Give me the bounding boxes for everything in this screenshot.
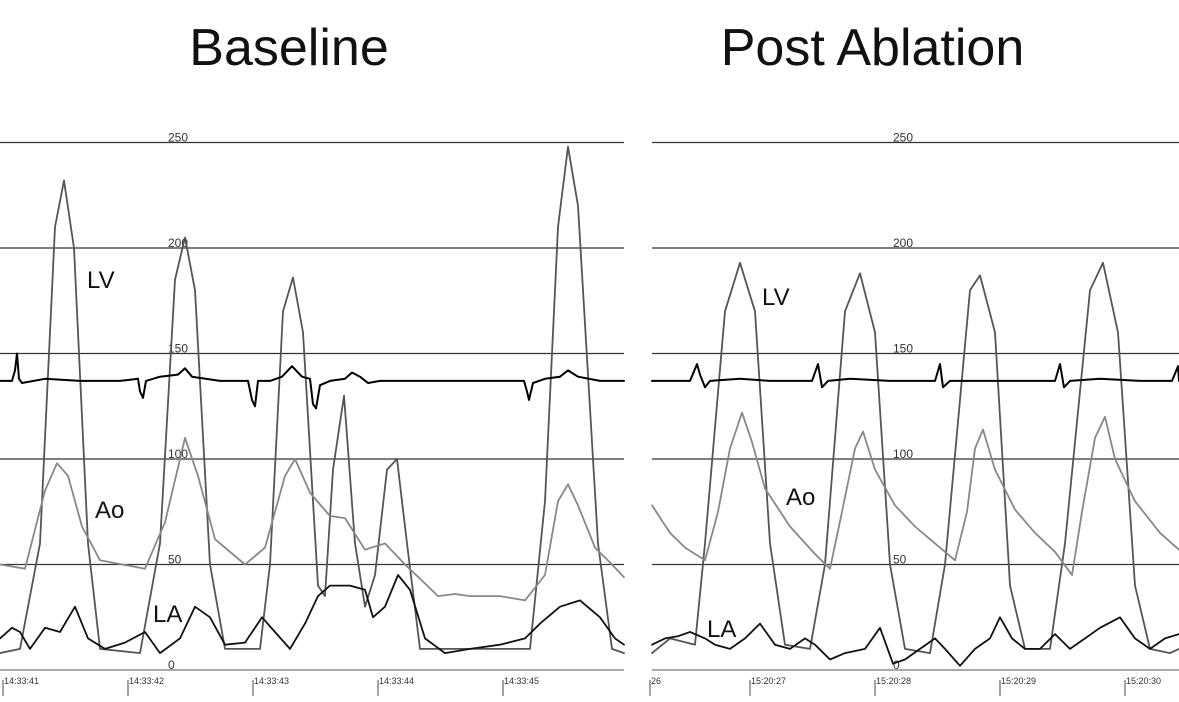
post-ablation-y-tick-label-100: 100 [893, 447, 913, 461]
post-ablation-time-tick-label-3: 15:20:29 [1001, 676, 1036, 686]
baseline-time-tick-label-0: 14:33:41 [4, 676, 39, 686]
baseline-ecg-trace [0, 352, 625, 410]
baseline-y-tick-label-0: 0 [168, 658, 175, 672]
baseline-title: Baseline [189, 19, 389, 77]
baseline-y-tick-label-50: 50 [168, 553, 182, 567]
post-ablation-lv-trace [651, 261, 1179, 654]
baseline-y-tick-label-150: 150 [168, 342, 188, 356]
post-ablation-y-tick-label-200: 200 [893, 236, 913, 250]
baseline-time-tick-label-4: 14:33:45 [504, 676, 539, 686]
baseline-ao-trace [0, 437, 625, 602]
post-ablation-y-tick-label-50: 50 [893, 553, 907, 567]
baseline-lv-label: LV [87, 267, 115, 294]
post-ablation-lv-label: LV [762, 284, 790, 311]
post-ablation-title: Post Ablation [720, 19, 1025, 77]
post-ablation-la-trace [651, 616, 1179, 667]
post-ablation-ao-label: Ao [786, 484, 815, 511]
baseline-time-tick-label-3: 14:33:44 [379, 676, 414, 686]
baseline-y-tick-label-250: 250 [168, 131, 188, 145]
baseline-time-tick-label-2: 14:33:43 [254, 676, 289, 686]
post-ablation-y-tick-label-250: 250 [893, 131, 913, 145]
baseline-lv-trace [0, 145, 625, 654]
baseline-la-trace [0, 574, 625, 654]
post-ablation-y-tick-label-150: 150 [893, 342, 913, 356]
baseline-time-tick-label-1: 14:33:42 [129, 676, 164, 686]
post-ablation-time-tick-label-0: 26 [651, 676, 661, 686]
post-ablation-time-tick-label-1: 15:20:27 [751, 676, 786, 686]
post-ablation-time-tick-label-2: 15:20:28 [876, 676, 911, 686]
baseline-la-label: LA [153, 601, 182, 628]
post-ablation-time-tick-label-4: 15:20:30 [1126, 676, 1161, 686]
baseline-ao-label: Ao [95, 497, 124, 524]
post-ablation-y-tick-label-0: 0 [893, 658, 900, 672]
post-ablation-ecg-trace [651, 363, 1179, 389]
baseline-y-tick-label-100: 100 [168, 447, 188, 461]
post-ablation-la-label: LA [707, 616, 736, 643]
post-ablation-ao-trace [651, 411, 1179, 576]
